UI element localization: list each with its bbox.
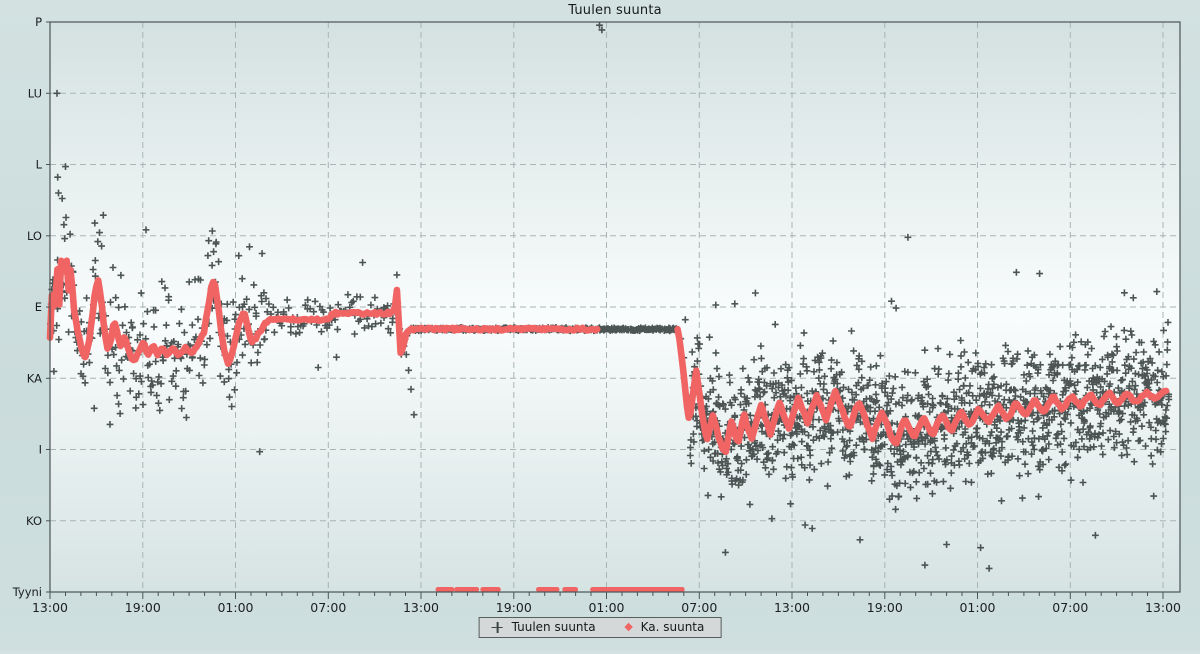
svg-text:I: I xyxy=(39,443,42,457)
svg-text:13:00: 13:00 xyxy=(774,600,810,615)
legend-label: Ka. suunta xyxy=(640,620,705,634)
svg-text:13:00: 13:00 xyxy=(403,600,439,615)
diamond-marker-icon xyxy=(624,622,633,632)
svg-text:LO: LO xyxy=(27,229,42,243)
svg-text:L: L xyxy=(36,158,43,172)
chart-legend: Tuulen suunta Ka. suunta xyxy=(478,617,722,638)
svg-text:01:00: 01:00 xyxy=(959,600,995,615)
svg-text:19:00: 19:00 xyxy=(125,600,161,615)
y-axis-labels: P LU L LO E KA I KO Tyyni xyxy=(12,15,43,599)
svg-text:07:00: 07:00 xyxy=(1052,600,1088,615)
svg-text:07:00: 07:00 xyxy=(310,600,346,615)
legend-item-average-direction: Ka. suunta xyxy=(624,620,705,634)
svg-text:13:00: 13:00 xyxy=(1145,600,1181,615)
axis-ticks xyxy=(46,21,1164,599)
svg-text:19:00: 19:00 xyxy=(867,600,903,615)
chart-title: Tuulen suunta xyxy=(568,3,662,18)
svg-text:19:00: 19:00 xyxy=(496,600,532,615)
average-direction-line xyxy=(46,257,1170,456)
svg-text:07:00: 07:00 xyxy=(681,600,717,615)
svg-text:Tyyni: Tyyni xyxy=(12,585,42,599)
svg-text:E: E xyxy=(35,300,42,314)
svg-text:P: P xyxy=(35,15,42,29)
svg-text:01:00: 01:00 xyxy=(588,600,624,615)
plus-marker-icon xyxy=(491,621,503,633)
legend-item-wind-direction: Tuulen suunta xyxy=(491,620,596,634)
svg-text:KA: KA xyxy=(27,371,42,385)
svg-text:LU: LU xyxy=(28,86,42,100)
svg-text:13:00: 13:00 xyxy=(32,600,68,615)
legend-label: Tuulen suunta xyxy=(511,620,596,634)
svg-text:01:00: 01:00 xyxy=(217,600,253,615)
svg-text:KO: KO xyxy=(26,514,42,528)
x-axis-labels: 13:00 19:00 01:00 07:00 13:00 19:00 01:00 07:00… xyxy=(32,600,1181,615)
